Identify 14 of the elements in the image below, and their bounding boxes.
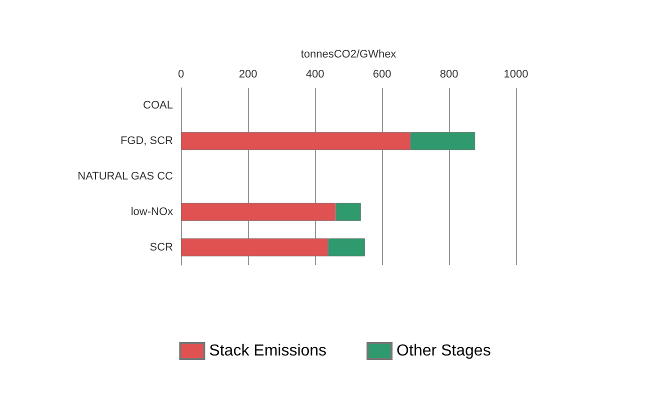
y-tick-label: COAL (143, 100, 173, 112)
x-tick-label: 800 (440, 68, 458, 80)
x-tick-label: 200 (238, 68, 258, 80)
x-tick-label: 0 (178, 68, 184, 80)
x-tick-label: 1000 (504, 68, 528, 80)
y-tick-label: NATURAL GAS CC (78, 170, 174, 182)
x-tick-label: 400 (306, 68, 324, 80)
legend-label: Stack Emissions (209, 342, 327, 360)
y-tick-label: low-NOx (130, 206, 174, 218)
y-tick-label: FGD, SCR (120, 135, 174, 148)
y-tick-label: SCR (150, 241, 174, 254)
legend-label: Other Stages (396, 342, 491, 360)
x-tick-label: 600 (372, 68, 392, 80)
x-axis-title: tonnesCO2/GWhex (300, 48, 397, 60)
